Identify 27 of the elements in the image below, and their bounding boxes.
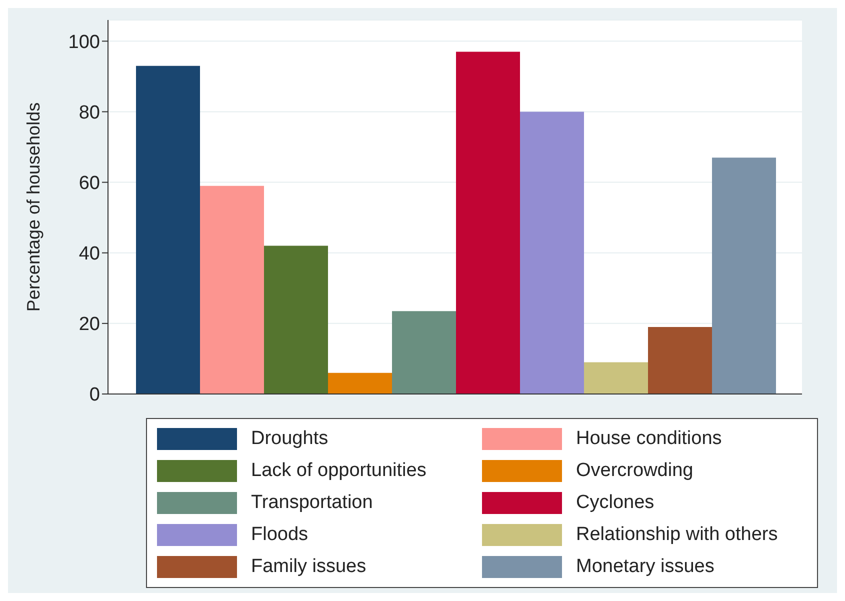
legend-label: House conditions	[576, 428, 722, 450]
bar	[520, 112, 584, 394]
legend-label: Relationship with others	[576, 524, 778, 546]
bar	[584, 362, 648, 394]
bar	[328, 372, 392, 394]
bar	[136, 66, 200, 394]
legend-label: Transportation	[251, 492, 373, 514]
legend-label: Lack of opportunities	[251, 460, 426, 482]
legend-label: Cyclones	[576, 492, 654, 514]
legend-label: Droughts	[251, 428, 328, 450]
y-tick-label: 0	[89, 384, 100, 406]
y-tick-label: 20	[78, 314, 100, 336]
legend-label: Monetary issues	[576, 556, 714, 578]
y-tick-label: 100	[68, 32, 100, 53]
bar	[712, 158, 776, 394]
bar	[200, 186, 264, 394]
bar	[648, 326, 712, 394]
legend-label: Family issues	[251, 556, 366, 578]
legend-label: Overcrowding	[576, 460, 694, 482]
bar	[456, 52, 520, 394]
y-tick-label: 60	[78, 173, 100, 194]
legend-label: Floods	[251, 524, 308, 546]
y-tick-label: 40	[78, 244, 100, 265]
bar	[264, 246, 328, 394]
y-tick-label: 80	[78, 102, 100, 124]
bar	[392, 311, 456, 394]
y-axis-title: Percentage of households	[23, 102, 44, 312]
